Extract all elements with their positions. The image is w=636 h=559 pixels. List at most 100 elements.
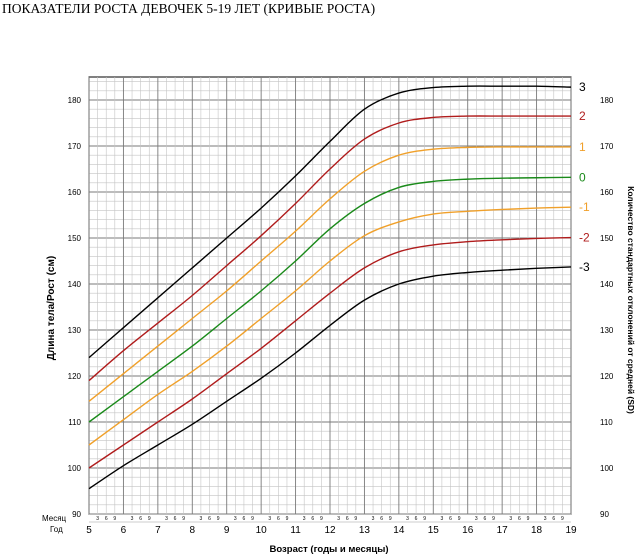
month-tick-label: 3	[268, 516, 271, 522]
y-tick-label-right: 180	[600, 96, 614, 105]
series-label-sd-3: 3	[579, 80, 586, 94]
month-tick-label: 6	[552, 516, 555, 522]
series-line-sd--1	[88, 206, 572, 446]
x-tick-label: 18	[531, 525, 543, 536]
month-tick-label: 6	[277, 516, 280, 522]
month-tick-label: 9	[561, 516, 564, 522]
x-tick-label: 13	[359, 525, 371, 536]
series-line-sd--3	[88, 266, 572, 490]
series-label-sd-0: 0	[579, 170, 586, 184]
month-tick-label: 6	[380, 516, 383, 522]
x-tick-label: 15	[428, 525, 440, 536]
month-tick-label: 6	[311, 516, 314, 522]
month-tick-label: 3	[131, 516, 134, 522]
month-tick-label: 9	[251, 516, 254, 522]
y-tick-label-right: 160	[600, 188, 614, 197]
series-label-sd-2: 2	[579, 109, 586, 123]
series-line-sd--2	[88, 236, 572, 469]
y-tick-label-right: 170	[600, 142, 614, 151]
y-tick-label-right: 90	[600, 510, 609, 519]
month-tick-label: 3	[200, 516, 203, 522]
x-tick-label: 7	[155, 525, 161, 536]
chart-grid	[88, 76, 572, 515]
month-tick-label: 6	[518, 516, 521, 522]
month-tick-label: 9	[389, 516, 392, 522]
month-tick-label: 3	[234, 516, 237, 522]
month-tick-label: 6	[208, 516, 211, 522]
chart-series-labels: 3 2 1 0 -1 -2 -3	[579, 80, 590, 274]
x-tick-label: 19	[565, 525, 577, 536]
y-tick-label-left: 100	[68, 464, 82, 473]
month-tick-label: 9	[320, 516, 323, 522]
y-tick-label-right: 100	[600, 464, 614, 473]
month-tick-label: 9	[286, 516, 289, 522]
y-tick-label-left: 110	[68, 418, 81, 427]
x-tick-label: 11	[290, 525, 301, 536]
month-tick-label: 3	[509, 516, 512, 522]
month-tick-label: 3	[475, 516, 478, 522]
y-tick-label-right: 120	[600, 372, 614, 381]
series-label-sd--3: -3	[579, 260, 590, 274]
series-line-sd-2	[88, 115, 572, 382]
month-tick-label: 3	[372, 516, 375, 522]
y-tick-label-left: 170	[68, 142, 82, 151]
month-tick-label: 9	[492, 516, 495, 522]
series-label-sd--2: -2	[579, 231, 590, 245]
month-tick-label: 9	[458, 516, 461, 522]
month-tick-label: 9	[182, 516, 185, 522]
month-tick-label: 9	[113, 516, 116, 522]
month-tick-label: 3	[337, 516, 340, 522]
y-tick-label-right: 130	[600, 326, 614, 335]
series-label-sd--1: -1	[579, 200, 590, 214]
month-tick-label: 3	[406, 516, 409, 522]
series-label-sd-1: 1	[579, 140, 586, 154]
month-tick-label: 9	[217, 516, 220, 522]
x-tick-label: 16	[462, 525, 474, 536]
month-tick-label: 6	[105, 516, 108, 522]
month-tick-label: 3	[96, 516, 99, 522]
month-tick-label: 9	[354, 516, 357, 522]
series-line-sd-1	[88, 146, 571, 402]
month-tick-label: 3	[441, 516, 444, 522]
x-tick-label: 8	[190, 525, 196, 536]
x-tick-label: 6	[121, 525, 127, 536]
month-tick-label: 6	[484, 516, 487, 522]
y-tick-label-right: 150	[600, 234, 614, 243]
month-tick-label: 6	[243, 516, 246, 522]
month-tick-label: 6	[174, 516, 177, 522]
year-row-label: Год	[50, 525, 63, 534]
series-line-sd-3	[88, 85, 572, 359]
month-tick-label: 6	[346, 516, 349, 522]
month-tick-label: 9	[527, 516, 530, 522]
y-axis-label: Длина тела/Рост (см)	[46, 256, 57, 360]
y-tick-label-right: 140	[600, 280, 614, 289]
y-axis-label-right: Количество стандартных отклонений от сре…	[626, 186, 636, 414]
y-tick-label-left: 130	[68, 326, 82, 335]
page-title: ПОКАЗАТЕЛИ РОСТА ДЕВОЧЕК 5-19 ЛЕТ (КРИВЫ…	[2, 1, 376, 16]
month-tick-label: 3	[544, 516, 547, 522]
y-tick-label-left: 160	[68, 188, 82, 197]
series-line-sd-0	[88, 176, 572, 423]
month-tick-label: 6	[449, 516, 452, 522]
month-tick-label: 6	[139, 516, 142, 522]
y-tick-label-left: 120	[68, 372, 82, 381]
y-tick-label-left: 150	[68, 234, 82, 243]
y-tick-label-right: 110	[600, 418, 613, 427]
x-tick-label: 5	[86, 525, 92, 536]
chart-series-group	[88, 85, 572, 490]
y-tick-label-left: 180	[68, 96, 82, 105]
y-tick-label-left: 90	[72, 510, 81, 519]
month-tick-label: 6	[415, 516, 418, 522]
month-tick-label: 9	[148, 516, 151, 522]
month-tick-label: 9	[423, 516, 426, 522]
month-tick-label: 3	[165, 516, 168, 522]
y-tick-label-left: 140	[68, 280, 82, 289]
month-tick-label: 3	[303, 516, 306, 522]
x-tick-label: 17	[497, 525, 509, 536]
x-axis-label: Возраст (годы и месяцы)	[270, 544, 389, 555]
x-tick-label: 14	[393, 525, 405, 536]
x-tick-label: 10	[256, 525, 268, 536]
x-tick-label: 9	[224, 525, 230, 536]
